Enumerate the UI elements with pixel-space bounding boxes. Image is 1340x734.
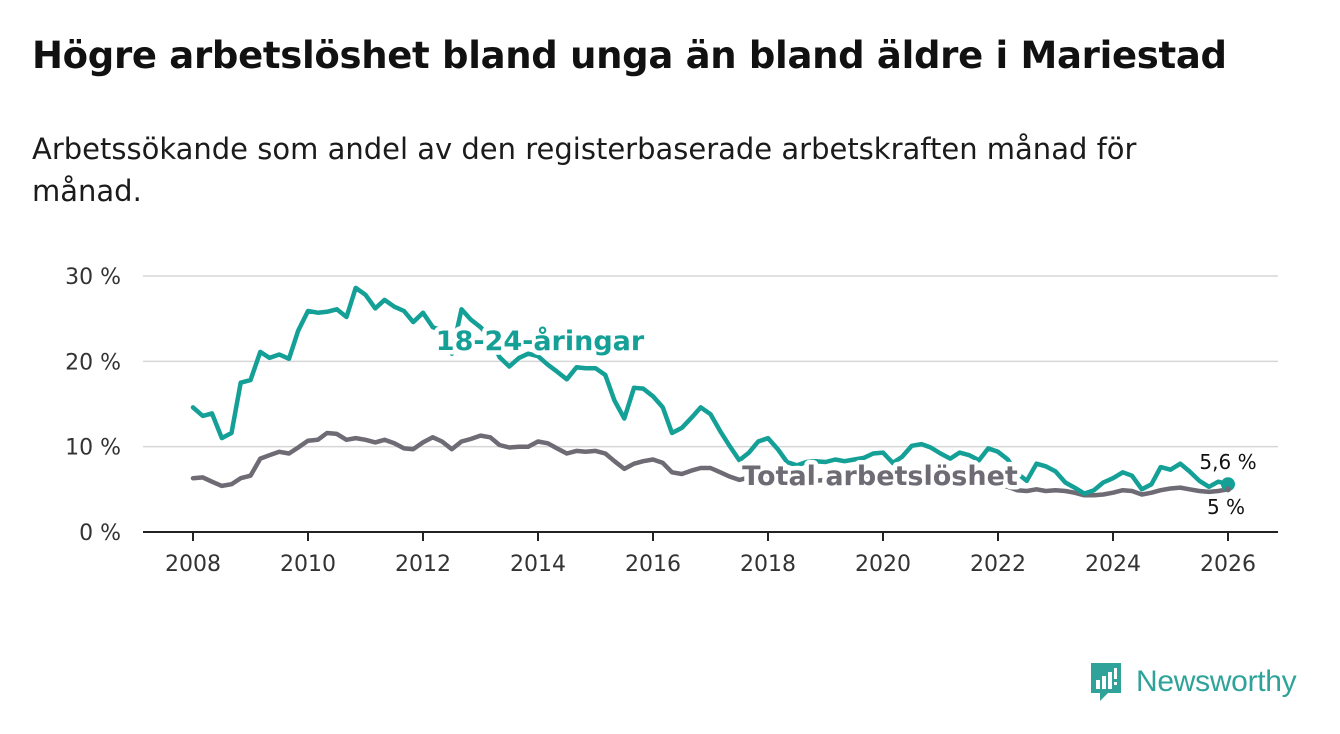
y-tick-label: 20 %: [65, 350, 121, 375]
x-tick-label: 2012: [395, 552, 451, 577]
y-tick-label: 10 %: [65, 436, 121, 461]
x-tick-label: 2026: [1200, 552, 1256, 577]
x-tick-label: 2024: [1085, 552, 1141, 577]
series-lines: [190, 285, 1231, 498]
brand-name: Newsworthy: [1136, 665, 1297, 698]
series-label-youth: 18-24-åringar: [436, 325, 645, 357]
x-tick-label: 2014: [510, 552, 566, 577]
series-label-total: Total arbetslöshet: [742, 461, 1018, 492]
x-tick-label: 2016: [625, 552, 681, 577]
x-axis: 2008 2010 2012 2014 2016 2018 2020 2022 2024 2026: [143, 531, 1278, 577]
x-tick-label: 2020: [855, 552, 911, 577]
series-line-total: [190, 430, 1231, 498]
y-axis-ticks: 0 % 10 % 20 % 30 %: [65, 265, 121, 546]
end-value-total: 5 %: [1207, 495, 1245, 519]
gridlines: [143, 275, 1278, 448]
endpoint-marker-total: [1225, 486, 1231, 493]
brand-logo: Newsworthy: [1088, 660, 1297, 704]
endpoint-marker-youth: [1221, 477, 1235, 492]
chart-subtitle: Arbetssökande som andel av den registerb…: [32, 132, 1137, 208]
x-tick-label: 2008: [165, 552, 221, 577]
chart-title: Högre arbetslöshet bland unga än bland ä…: [32, 34, 1227, 77]
newsworthy-logo-icon: [1091, 663, 1121, 701]
series-line-youth: [190, 285, 1231, 496]
y-tick-label: 30 %: [65, 265, 121, 290]
x-tick-label: 2010: [280, 552, 336, 577]
y-tick-label: 0 %: [79, 521, 121, 546]
series-labels: 18-24-åringar Total arbetslöshet 5,6 % 5 %: [431, 321, 1256, 520]
x-tick-label: 2022: [970, 552, 1026, 577]
x-tick-label: 2018: [740, 552, 796, 577]
end-value-youth: 5,6 %: [1199, 450, 1256, 474]
